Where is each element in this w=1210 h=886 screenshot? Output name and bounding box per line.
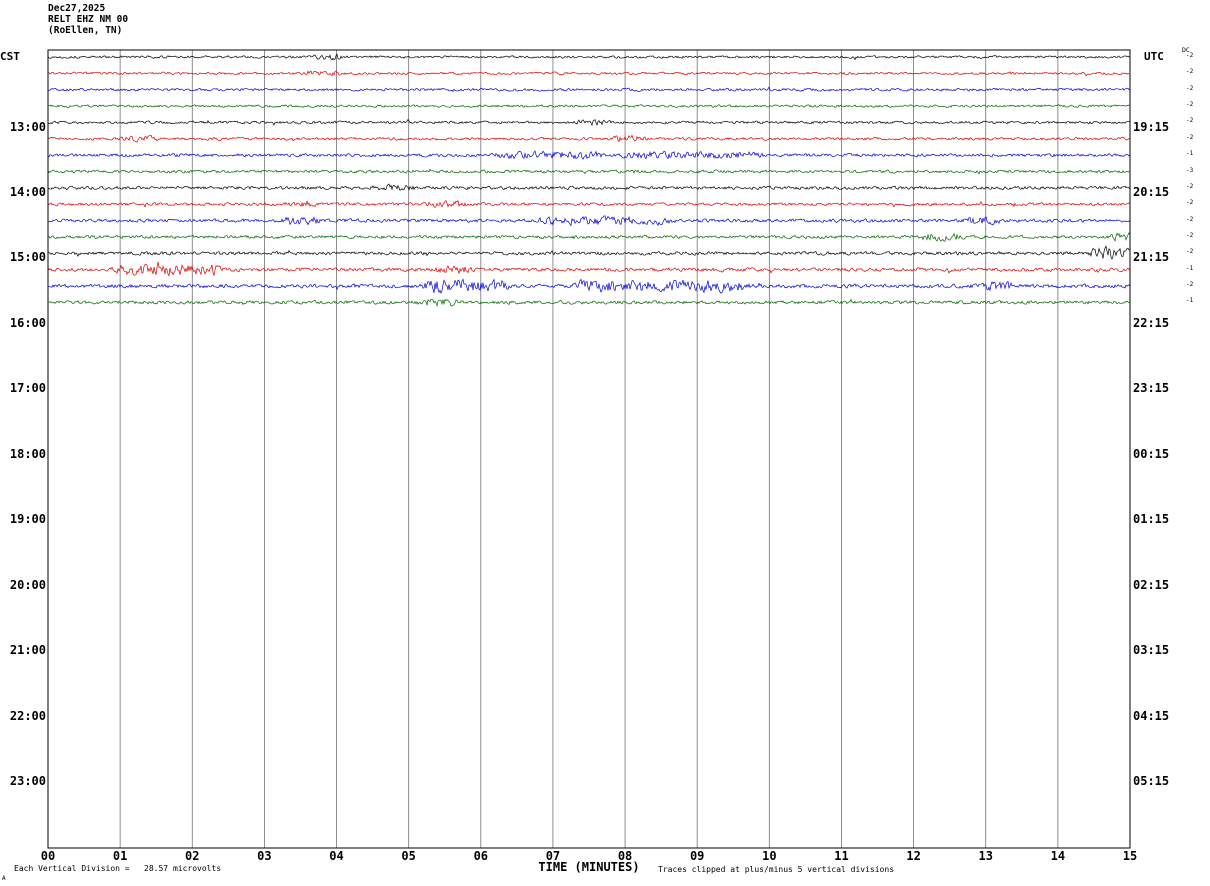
trace-12:00	[47, 53, 1131, 61]
x-tick-label: 05	[401, 849, 416, 863]
trace-12:15	[47, 70, 1131, 77]
trace-14:15	[47, 199, 1131, 208]
dc-value-label: -2	[1186, 281, 1194, 289]
utc-hour-label: 23:15	[1133, 381, 1170, 396]
dc-value-label: -2	[1186, 133, 1194, 141]
utc-hour-label: 22:15	[1133, 315, 1170, 330]
x-tick-label: 07	[545, 849, 561, 863]
x-tick-label: 00	[40, 849, 56, 863]
cst-hour-label: 14:00	[9, 184, 46, 199]
trace-13:15	[47, 134, 1131, 143]
cst-hour-label: 16:00	[9, 315, 46, 330]
date-label: Dec27,2025	[48, 3, 106, 14]
cst-hour-label: 13:00	[9, 119, 46, 134]
x-tick-label: 12	[906, 849, 921, 863]
dc-value-label: -2	[1186, 68, 1194, 76]
dc-value-label: -2	[1186, 215, 1194, 223]
scale-note: Each Vertical Division = 28.57 microvolt…	[14, 864, 222, 873]
utc-hour-label: 20:15	[1133, 184, 1170, 199]
dc-value-label: -1	[1186, 264, 1194, 272]
trace-12:45	[47, 104, 1131, 108]
x-tick-label: 04	[329, 849, 344, 863]
utc-hour-label: 05:15	[1133, 774, 1170, 788]
trace-12:30	[47, 86, 1131, 93]
plot-border	[47, 49, 1131, 849]
trace-14:30	[47, 215, 1131, 227]
trace-15:45	[47, 298, 1131, 308]
trace-15:30	[47, 278, 1131, 294]
x-tick-label: 09	[689, 849, 705, 863]
cst-hour-label: 18:00	[9, 446, 46, 461]
cst-hour-label: 22:00	[9, 708, 46, 723]
dc-value-label: -2	[1186, 248, 1194, 256]
utc-hour-label: 21:15	[1133, 250, 1170, 265]
dc-value-label: -2	[1186, 84, 1194, 92]
right-timezone-label: UTC	[1144, 50, 1164, 63]
x-tick-label: 01	[112, 849, 128, 863]
cst-hour-label: 15:00	[9, 250, 46, 265]
utc-hour-label: 03:15	[1133, 643, 1170, 658]
trace-15:00	[47, 245, 1131, 260]
dc-value-label: -2	[1186, 117, 1194, 125]
x-tick-label: 14	[1050, 849, 1066, 863]
trace-13:00	[47, 118, 1131, 127]
trace-13:30	[47, 150, 1131, 160]
x-tick-label: 03	[257, 849, 272, 863]
dc-value-label: -2	[1186, 101, 1194, 109]
dc-value-label: -1	[1186, 297, 1194, 305]
utc-hour-label: 01:15	[1133, 512, 1170, 527]
dc-value-label: -2	[1186, 231, 1194, 239]
dc-value-label: -2	[1186, 182, 1194, 190]
station-label: RELT EHZ NM 00	[48, 14, 129, 25]
cst-hour-label: 17:00	[9, 381, 46, 396]
corner-mark: A	[2, 875, 6, 882]
x-tick-label: 10	[762, 849, 777, 863]
cst-hour-label: 23:00	[9, 774, 46, 788]
trace-13:45	[47, 168, 1131, 175]
trace-15:15	[47, 261, 1131, 277]
dc-value-label: -2	[1186, 52, 1194, 59]
trace-14:00	[47, 183, 1131, 191]
utc-hour-label: 04:15	[1133, 708, 1170, 723]
left-timezone-label: CST	[0, 50, 20, 63]
x-tick-label: 13	[978, 849, 993, 863]
dc-value-label: -1	[1186, 150, 1194, 158]
x-tick-label: 11	[834, 849, 849, 863]
cst-hour-label: 21:00	[9, 643, 46, 658]
cst-hour-label: 20:00	[9, 577, 46, 592]
x-axis-label: TIME (MINUTES)	[538, 860, 640, 874]
cst-hour-label: 19:00	[9, 512, 46, 527]
dc-value-label: -2	[1186, 199, 1194, 207]
dc-offset-header: DC	[1182, 46, 1190, 54]
clip-note: Traces clipped at plus/minus 5 vertical …	[658, 865, 895, 874]
x-tick-label: 02	[185, 849, 200, 863]
utc-hour-label: 02:15	[1133, 577, 1170, 592]
utc-hour-label: 19:15	[1133, 119, 1170, 134]
x-tick-label: 08	[617, 849, 633, 863]
location-label: (RoEllen, TN)	[48, 25, 123, 36]
x-tick-label: 06	[473, 849, 489, 863]
utc-hour-label: 00:15	[1133, 446, 1170, 461]
dc-value-label: -3	[1186, 166, 1194, 174]
x-tick-label: 15	[1122, 849, 1138, 863]
trace-14:45	[47, 232, 1131, 242]
